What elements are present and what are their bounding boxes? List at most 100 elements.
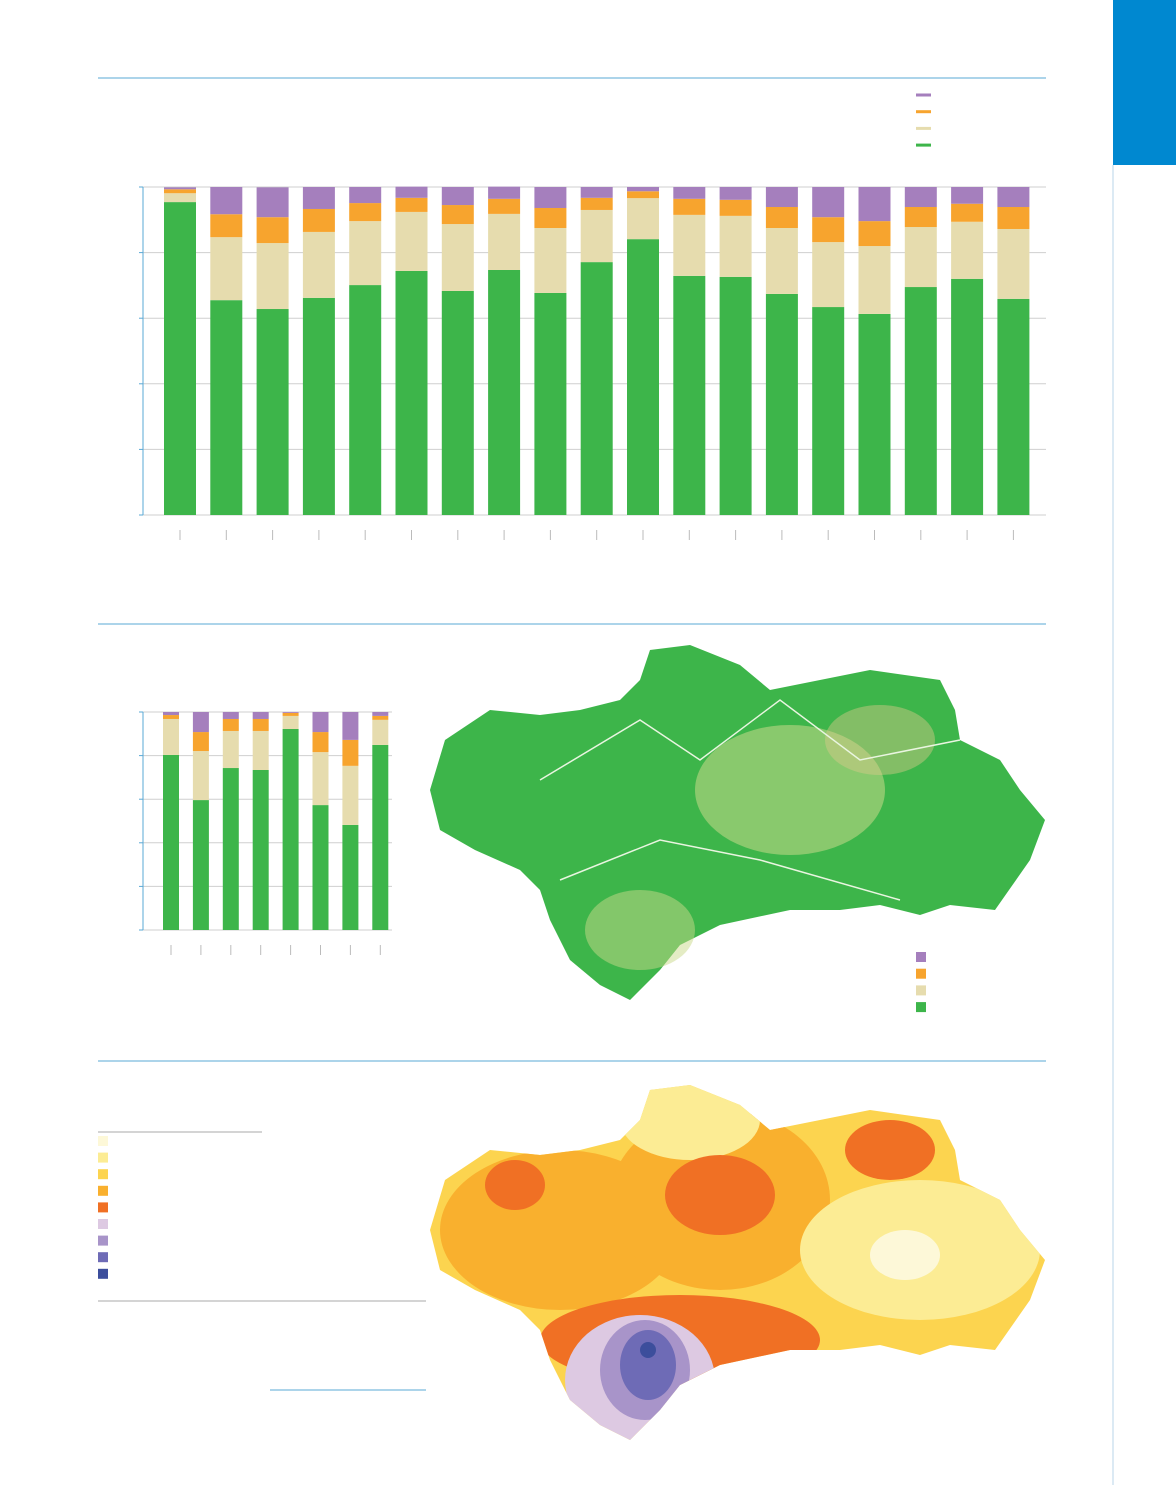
bar-segment	[252, 712, 269, 719]
bar-segment	[312, 732, 329, 753]
bar-segment	[951, 221, 984, 279]
bar-segment	[163, 718, 179, 755]
bar-segment	[534, 292, 567, 515]
bar-segment	[858, 246, 891, 314]
bar-segment	[222, 768, 239, 930]
legend-swatch	[916, 93, 931, 97]
bar-segment	[342, 824, 359, 930]
map-legend-swatch	[98, 1235, 108, 1246]
bar-segment	[302, 208, 335, 232]
bar-segment	[312, 805, 329, 930]
bar-segment	[302, 187, 335, 209]
bar-segment	[210, 187, 243, 215]
bar-segment	[210, 237, 243, 301]
bar-segment	[222, 712, 239, 719]
bar-segment	[349, 285, 382, 515]
bar-segment	[488, 213, 521, 270]
bar-segment	[312, 752, 329, 806]
bar-segment	[627, 239, 659, 516]
bar-segment	[580, 262, 613, 515]
bar-segment	[395, 186, 428, 198]
bar-segment	[342, 712, 359, 740]
bar-segment	[951, 203, 984, 222]
bar-segment	[395, 197, 428, 212]
bar-segment	[488, 269, 521, 515]
bar-segment	[372, 719, 389, 745]
bar-segment	[673, 214, 706, 276]
bar-segment	[342, 765, 359, 825]
land-use-map	[430, 645, 1045, 1000]
bar-segment	[627, 187, 659, 192]
bar-segment	[164, 187, 196, 190]
bar-segment	[256, 243, 289, 310]
legend-swatch	[916, 968, 926, 979]
bar-segment	[812, 307, 845, 515]
bar-segment	[812, 242, 845, 308]
bar-segment	[997, 207, 1030, 229]
bar-segment	[858, 187, 891, 222]
map-legend-swatch	[98, 1202, 108, 1213]
bar-segment	[252, 730, 269, 770]
bar-segment	[372, 715, 389, 720]
bar-segment	[312, 712, 329, 733]
bar-segment	[163, 712, 179, 716]
bar-segment	[164, 202, 196, 515]
bar-segment	[164, 193, 196, 203]
bar-segment	[192, 732, 209, 752]
bar-segment	[192, 712, 209, 733]
bar-segment	[858, 313, 891, 515]
bar-segment	[210, 300, 243, 515]
bar-segment	[765, 187, 798, 208]
bar-segment	[997, 187, 1030, 208]
bar-segment	[163, 754, 179, 930]
bar-segment	[580, 197, 613, 210]
bar-segment	[951, 278, 984, 515]
bar-segment	[534, 207, 567, 228]
bar-segment	[719, 199, 752, 216]
bar-segment	[302, 297, 335, 515]
section-tab	[1113, 0, 1176, 165]
bar-segment	[302, 231, 335, 298]
bar-segment	[765, 293, 798, 515]
map-legend-swatch	[98, 1252, 108, 1263]
bar-segment	[997, 228, 1030, 299]
bar-segment	[488, 198, 521, 214]
legend-swatch	[916, 143, 931, 147]
bar-segment	[256, 187, 289, 218]
bar-segment	[441, 205, 474, 225]
bar-segment	[282, 715, 299, 730]
bar-segment	[395, 270, 428, 515]
bar-segment	[282, 712, 299, 716]
bar-segment	[441, 224, 474, 291]
bar-segment	[349, 187, 382, 204]
bar-segment	[812, 187, 845, 218]
bar-segment	[349, 221, 382, 286]
bar-segment	[904, 287, 937, 515]
map-legend-swatch	[98, 1268, 108, 1279]
legend-swatch	[916, 110, 931, 114]
bar-segment	[812, 217, 845, 243]
bar-segment	[719, 215, 752, 277]
legend-swatch	[916, 952, 926, 962]
bar-segment	[997, 298, 1030, 515]
bar-segment	[904, 227, 937, 288]
bar-segment	[765, 207, 798, 228]
bar-segment	[210, 214, 243, 238]
bar-segment	[580, 209, 613, 263]
bar-segment	[534, 187, 567, 208]
bar-segment	[256, 217, 289, 244]
bar-segment	[627, 198, 659, 240]
bar-segment	[719, 187, 752, 200]
legend-swatch	[916, 126, 931, 130]
bar-segment	[222, 718, 239, 731]
bar-segment	[372, 712, 389, 716]
map-legend-swatch	[98, 1136, 108, 1146]
bar-segment	[282, 729, 299, 930]
legend-swatch	[916, 1002, 926, 1013]
bar-segment	[441, 290, 474, 515]
bar-segment	[858, 221, 891, 247]
map-legend-swatch	[98, 1185, 108, 1196]
bar-segment	[765, 228, 798, 294]
bar-segment	[534, 228, 567, 293]
